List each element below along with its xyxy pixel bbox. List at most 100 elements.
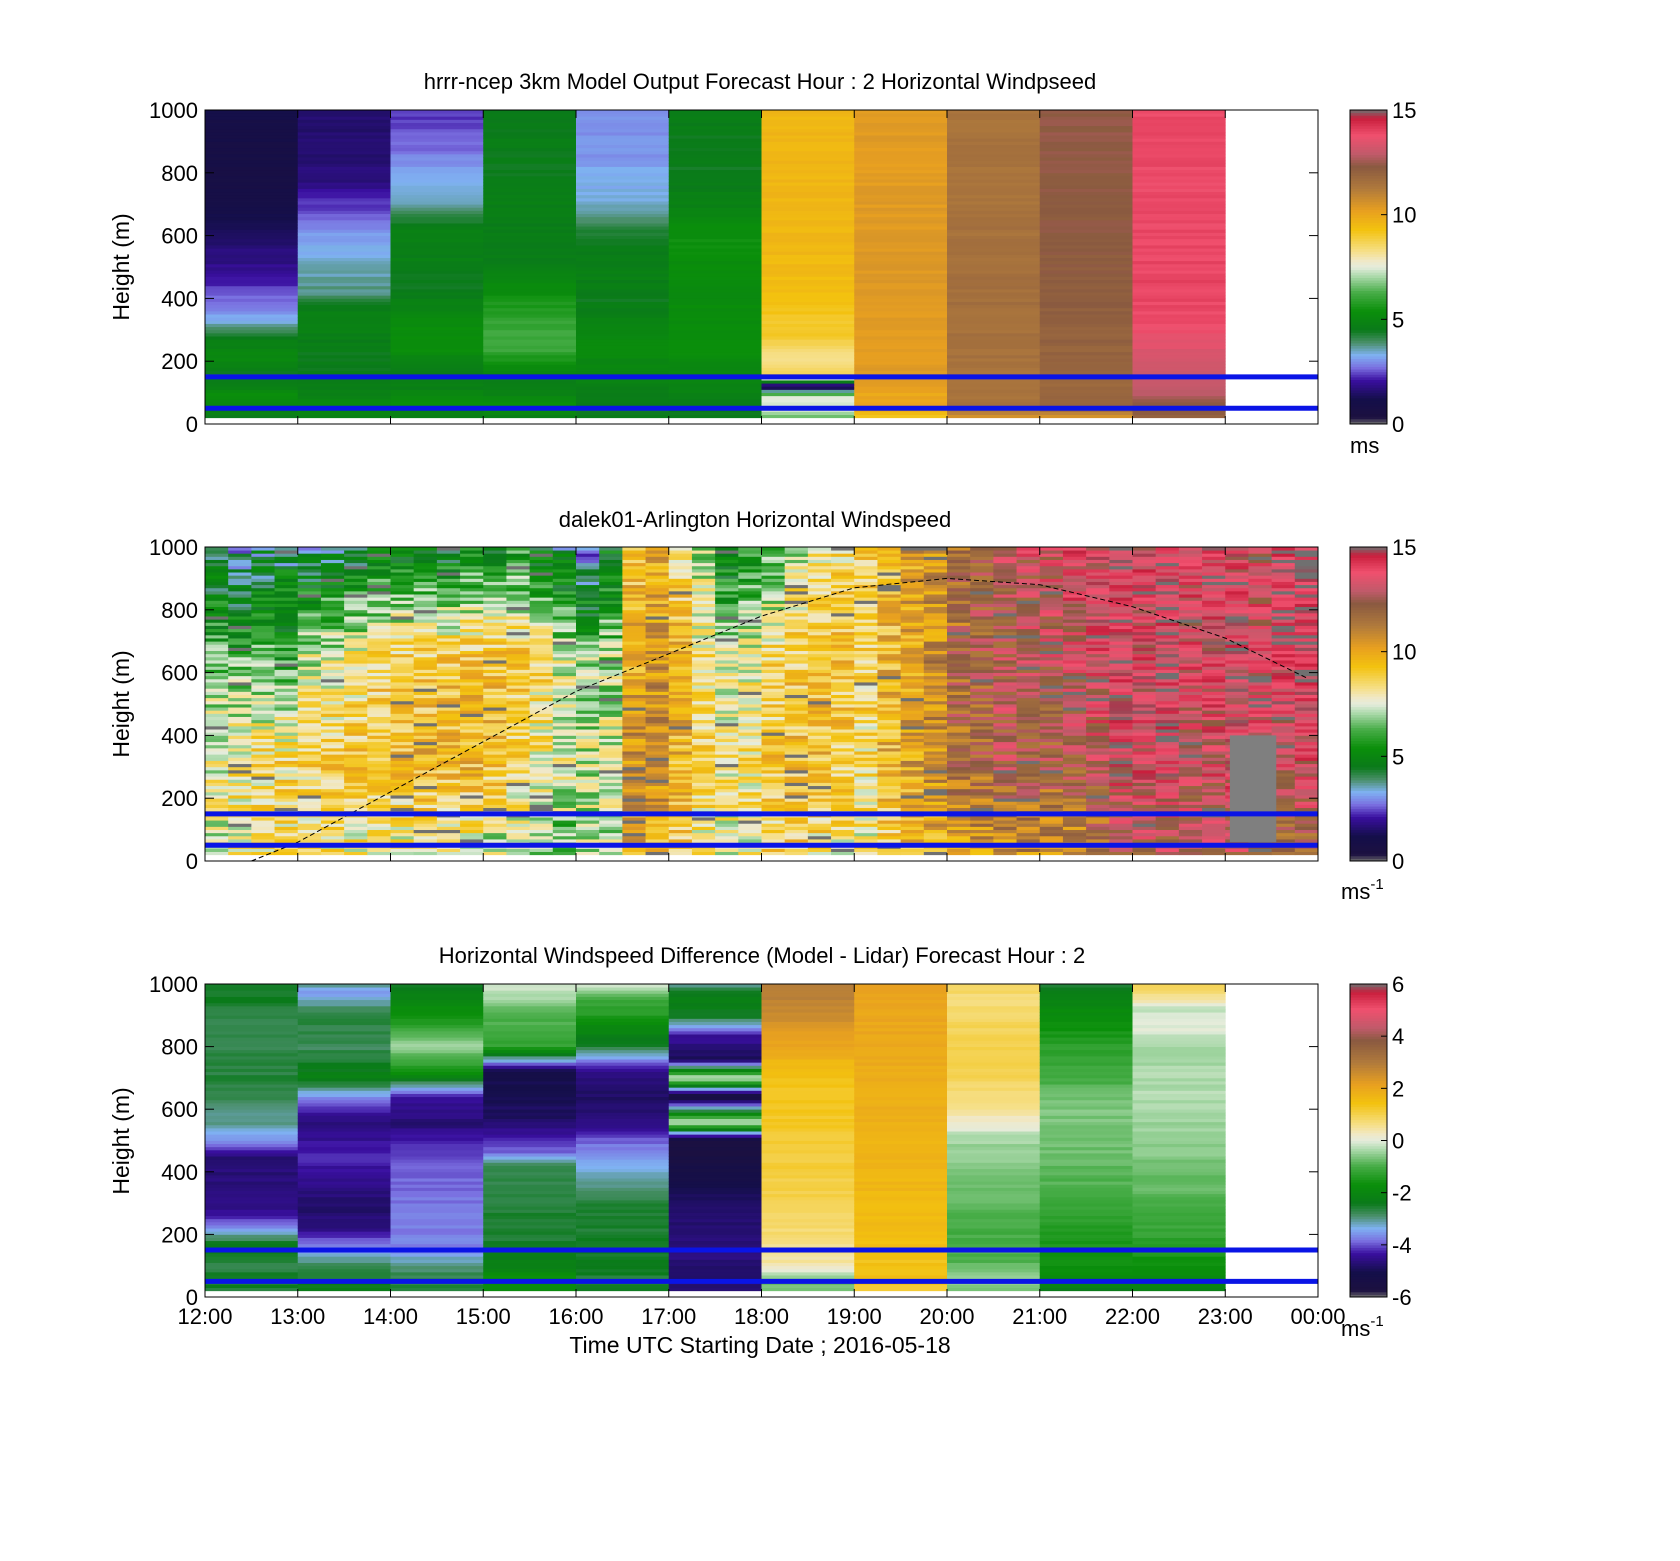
heat-cell xyxy=(1039,179,1133,183)
heat-cell xyxy=(1132,395,1226,400)
heat-cell xyxy=(228,669,252,673)
heat-cell xyxy=(483,779,507,783)
heat-cell xyxy=(900,776,925,780)
heat-cell xyxy=(483,367,577,372)
heat-cell xyxy=(761,616,786,620)
heat-cell xyxy=(854,663,878,667)
heat-cell xyxy=(993,678,1017,683)
heat-cell xyxy=(251,634,275,639)
heat-cell xyxy=(552,691,577,695)
heat-cell xyxy=(970,710,994,714)
heat-cell xyxy=(807,663,832,667)
heat-cell xyxy=(599,572,623,576)
heat-cell xyxy=(251,678,275,683)
heat-cell xyxy=(506,757,531,761)
heat-cell xyxy=(761,135,855,139)
heat-cell xyxy=(390,229,484,233)
heat-cell xyxy=(900,663,925,667)
heat-cell xyxy=(320,795,345,799)
heat-cell xyxy=(576,581,600,586)
heat-cell xyxy=(761,801,786,805)
heat-cell xyxy=(205,336,299,340)
heat-cell xyxy=(645,716,670,721)
heat-cell xyxy=(993,801,1017,805)
heat-cell xyxy=(205,248,299,252)
heat-cell xyxy=(947,402,1041,406)
heat-cell xyxy=(552,848,577,852)
heat-cell xyxy=(390,380,484,384)
heat-cell xyxy=(483,638,507,642)
heat-cell xyxy=(807,559,832,564)
heat-cell xyxy=(947,295,1041,299)
heat-cell xyxy=(1016,729,1041,733)
heat-cell xyxy=(413,795,438,799)
heat-cell xyxy=(205,358,299,362)
heat-cell xyxy=(784,704,809,708)
heat-cell xyxy=(413,779,438,783)
heat-cell xyxy=(854,367,948,372)
heat-cell xyxy=(715,747,739,752)
heat-cell xyxy=(460,672,484,677)
heat-cell xyxy=(854,119,948,123)
heat-cell xyxy=(691,697,716,702)
heat-cell xyxy=(1039,766,1064,771)
heat-cell xyxy=(483,754,507,758)
heat-cell xyxy=(297,320,391,324)
heat-cell xyxy=(854,361,948,365)
heat-cell xyxy=(807,713,832,717)
heat-cell xyxy=(668,292,762,296)
heat-cell xyxy=(344,722,368,727)
heat-cell xyxy=(367,804,391,809)
heat-cell xyxy=(576,763,600,768)
heat-cell xyxy=(761,609,786,614)
heat-cell xyxy=(854,562,878,567)
heat-cell xyxy=(576,241,670,246)
panel-model-cells xyxy=(205,110,1318,424)
heat-cell xyxy=(297,153,391,158)
heat-cell xyxy=(738,697,762,702)
heat-cell xyxy=(691,572,716,576)
heat-cell xyxy=(1039,380,1133,384)
heat-cell xyxy=(320,603,345,608)
heat-cell xyxy=(900,804,925,809)
heat-cell xyxy=(367,851,391,856)
heat-cell xyxy=(761,172,855,177)
heat-cell xyxy=(576,182,670,186)
heat-cell xyxy=(761,832,786,837)
heat-cell xyxy=(367,666,391,670)
heat-cell xyxy=(576,310,670,315)
colorbar-swatch xyxy=(1350,355,1387,360)
heat-cell xyxy=(483,565,507,570)
heat-cell xyxy=(947,741,971,746)
heat-cell xyxy=(599,817,623,821)
heat-cell xyxy=(668,332,762,337)
heat-cell xyxy=(784,757,809,761)
heat-cell xyxy=(205,760,229,765)
heat-cell xyxy=(1016,565,1041,570)
heat-cell xyxy=(344,691,368,695)
heat-cell xyxy=(274,691,299,695)
heat-cell xyxy=(460,669,484,673)
heat-cell xyxy=(251,697,275,702)
heat-cell xyxy=(460,578,484,582)
heat-cell xyxy=(807,807,832,812)
heat-cell xyxy=(599,594,623,598)
heat-cell xyxy=(784,644,809,648)
heat-cell xyxy=(529,747,554,752)
heat-cell xyxy=(947,348,1041,353)
heat-cell xyxy=(552,817,577,821)
heat-cell xyxy=(251,744,275,749)
heat-cell xyxy=(854,213,948,218)
heat-cell xyxy=(947,606,971,611)
heat-cell xyxy=(900,562,925,567)
heat-cell xyxy=(436,619,461,623)
heat-cell xyxy=(576,370,670,375)
heat-cell xyxy=(413,656,438,661)
heat-cell xyxy=(1039,332,1133,337)
heat-cell xyxy=(1132,257,1226,262)
heat-cell xyxy=(970,817,994,821)
heat-cell xyxy=(715,609,739,614)
heat-cell xyxy=(807,625,832,630)
heat-cell xyxy=(668,232,762,236)
heat-cell xyxy=(715,785,739,790)
